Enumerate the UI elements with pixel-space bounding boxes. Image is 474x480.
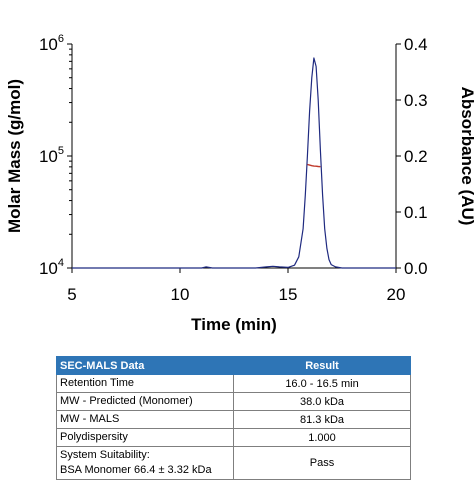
- table-cell-result: 38.0 kDa: [233, 392, 411, 411]
- table-cell-parameter: MW - Predicted (Monomer): [56, 392, 234, 411]
- parameter-text: Retention Time: [60, 377, 134, 389]
- table-cell-parameter: Polydispersity: [56, 428, 234, 447]
- y-left-axis-title: Molar Mass (g/mol): [5, 79, 24, 233]
- table-cell-result: 1.000: [233, 428, 411, 447]
- sec-mals-chart: 5 10 15 20 104 105 106 0.0 0.1 0.2 0.3 0.4 Time (min…: [5, 33, 474, 334]
- table-cell-result: 16.0 - 16.5 min: [233, 374, 411, 393]
- y-left-tick-label: 104: [39, 257, 64, 278]
- table-header-row: SEC-MALS Data Result: [56, 356, 411, 375]
- y-right-axis-title: Absorbance (AU): [458, 87, 474, 226]
- table-header-result: Result: [233, 356, 411, 375]
- chart-axes: [67, 43, 401, 273]
- table-cell-parameter: Retention Time: [56, 374, 234, 393]
- x-tick-label: 5: [67, 285, 76, 304]
- table-row: MW - MALS 81.3 kDa: [56, 410, 411, 429]
- table-row: Polydispersity 1.000: [56, 428, 411, 447]
- table-cell-result: 81.3 kDa: [233, 410, 411, 429]
- parameter-text: MW - Predicted (Monomer): [60, 395, 193, 407]
- table-row: Retention Time 16.0 - 16.5 min: [56, 374, 411, 393]
- chart-labels: 5 10 15 20 104 105 106 0.0 0.1 0.2 0.3 0.4 Time (min…: [5, 33, 474, 334]
- y-left-tick-label: 106: [39, 33, 64, 54]
- parameter-text: Polydispersity: [60, 431, 128, 443]
- molar-mass-series-line: [307, 163, 321, 168]
- y-right-tick-label: 0.0: [404, 259, 428, 278]
- y-right-tick-label: 0.2: [404, 147, 428, 166]
- y-right-tick-label: 0.1: [404, 203, 428, 222]
- absorbance-series-line: [72, 57, 396, 269]
- sec-mals-table: SEC-MALS Data Result Retention Time 16.0 …: [56, 356, 411, 480]
- table-cell-parameter: System Suitability: BSA Monomer 66.4 ± 3.…: [56, 446, 234, 480]
- table-header-data: SEC-MALS Data: [56, 356, 234, 375]
- x-axis-title: Time (min): [191, 315, 277, 334]
- x-tick-label: 20: [387, 285, 406, 304]
- parameter-text: MW - MALS: [60, 413, 120, 425]
- table-cell-result: Pass: [233, 446, 411, 480]
- table-row: MW - Predicted (Monomer) 38.0 kDa: [56, 392, 411, 411]
- x-tick-label: 15: [279, 285, 298, 304]
- y-left-tick-label: 105: [39, 145, 64, 166]
- table-row: System Suitability: BSA Monomer 66.4 ± 3.…: [56, 446, 411, 480]
- parameter-text: BSA Monomer 66.4 ± 3.32 kDa: [60, 464, 212, 476]
- parameter-text: System Suitability:: [60, 449, 150, 461]
- table-body: Retention Time 16.0 - 16.5 min MW - Predic…: [56, 374, 411, 480]
- chart-series: [72, 57, 396, 269]
- table-cell-parameter: MW - MALS: [56, 410, 234, 429]
- y-right-tick-label: 0.3: [404, 91, 428, 110]
- x-tick-label: 10: [171, 285, 190, 304]
- y-right-tick-label: 0.4: [404, 35, 428, 54]
